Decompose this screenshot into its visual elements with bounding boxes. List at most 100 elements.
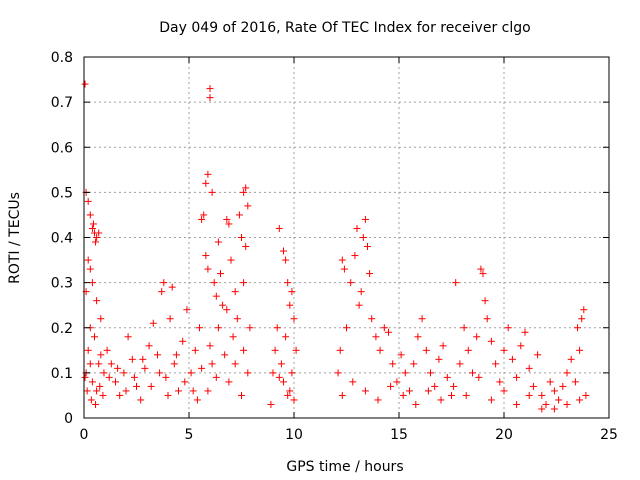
data-point <box>431 382 439 390</box>
data-point <box>280 378 287 386</box>
data-point <box>469 369 476 377</box>
data-point <box>290 315 298 323</box>
data-point <box>422 346 430 354</box>
data-point <box>149 319 157 327</box>
data-point <box>351 252 359 260</box>
x-tick-label: 15 <box>390 427 408 443</box>
data-point <box>546 378 554 386</box>
data-point <box>206 85 214 93</box>
data-point <box>208 360 216 368</box>
data-point <box>496 378 504 386</box>
data-points <box>81 80 590 413</box>
data-point <box>538 405 546 413</box>
data-point <box>387 382 395 390</box>
data-point <box>116 391 124 399</box>
data-point <box>555 396 563 404</box>
data-point <box>170 360 178 368</box>
x-tick-label: 0 <box>80 427 89 443</box>
data-point <box>550 387 558 395</box>
data-point <box>487 337 495 345</box>
y-tick-label: 0.1 <box>51 366 73 382</box>
data-point <box>399 391 407 399</box>
data-point <box>448 391 455 399</box>
data-point <box>464 346 472 354</box>
data-point <box>212 292 220 300</box>
data-point <box>361 215 369 223</box>
data-point <box>286 387 294 395</box>
data-point <box>244 202 252 210</box>
chart-title: Day 049 of 2016, Rate Of TEC Index for r… <box>159 20 530 36</box>
data-point <box>336 346 344 354</box>
y-tick-label: 0.5 <box>51 185 73 201</box>
data-point <box>223 306 231 314</box>
data-point <box>86 360 94 368</box>
data-point <box>288 369 296 377</box>
data-point <box>100 369 108 377</box>
data-point <box>231 288 239 296</box>
data-point <box>529 382 537 390</box>
data-point <box>481 297 489 305</box>
x-tick-label: 5 <box>185 427 194 443</box>
data-point <box>240 279 248 287</box>
data-point <box>206 94 214 102</box>
data-point <box>559 382 567 390</box>
data-point <box>84 256 92 264</box>
data-point <box>97 315 105 323</box>
data-point <box>380 324 388 332</box>
data-point <box>473 333 481 341</box>
data-point <box>538 391 546 399</box>
data-point <box>227 256 235 264</box>
data-point <box>338 256 346 264</box>
data-point <box>368 315 376 323</box>
data-point <box>246 324 254 332</box>
data-point <box>410 360 418 368</box>
data-point <box>92 238 100 246</box>
data-point <box>175 387 182 395</box>
data-point <box>88 279 96 287</box>
y-tick-label: 0.2 <box>51 321 73 337</box>
data-point <box>95 360 103 368</box>
data-point <box>187 369 195 377</box>
data-point <box>275 224 283 232</box>
data-point <box>504 324 512 332</box>
data-point <box>91 333 98 341</box>
data-point <box>475 373 483 381</box>
data-point <box>196 324 203 332</box>
data-point <box>550 405 558 413</box>
data-point <box>406 387 413 395</box>
y-tick-label: 0.8 <box>51 50 73 66</box>
data-point <box>105 373 113 381</box>
data-point <box>284 279 292 287</box>
data-point <box>212 373 220 381</box>
data-point <box>271 346 279 354</box>
data-point <box>208 188 216 196</box>
data-point <box>292 346 300 354</box>
data-point <box>353 224 361 232</box>
data-point <box>240 188 248 196</box>
data-point <box>412 400 420 408</box>
data-point <box>242 184 250 192</box>
data-point <box>103 346 111 354</box>
data-point <box>229 333 237 341</box>
data-point <box>567 355 575 363</box>
data-point <box>145 342 153 350</box>
data-point <box>95 229 103 237</box>
y-tick-label: 0.6 <box>51 140 73 156</box>
data-point <box>534 351 542 359</box>
data-point <box>427 369 434 377</box>
data-point <box>88 378 96 386</box>
data-point <box>525 391 533 399</box>
data-point <box>500 387 508 395</box>
data-point <box>578 315 586 323</box>
x-axis-label: GPS time / hours <box>286 459 403 475</box>
data-point <box>193 396 201 404</box>
data-point <box>437 396 445 404</box>
data-point <box>235 211 243 219</box>
data-point <box>162 373 170 381</box>
data-point <box>418 315 426 323</box>
data-point <box>189 387 197 395</box>
data-point <box>214 238 222 246</box>
data-point <box>97 351 105 359</box>
y-axis-label: ROTI / TECUs <box>7 192 23 284</box>
data-point <box>477 265 485 273</box>
